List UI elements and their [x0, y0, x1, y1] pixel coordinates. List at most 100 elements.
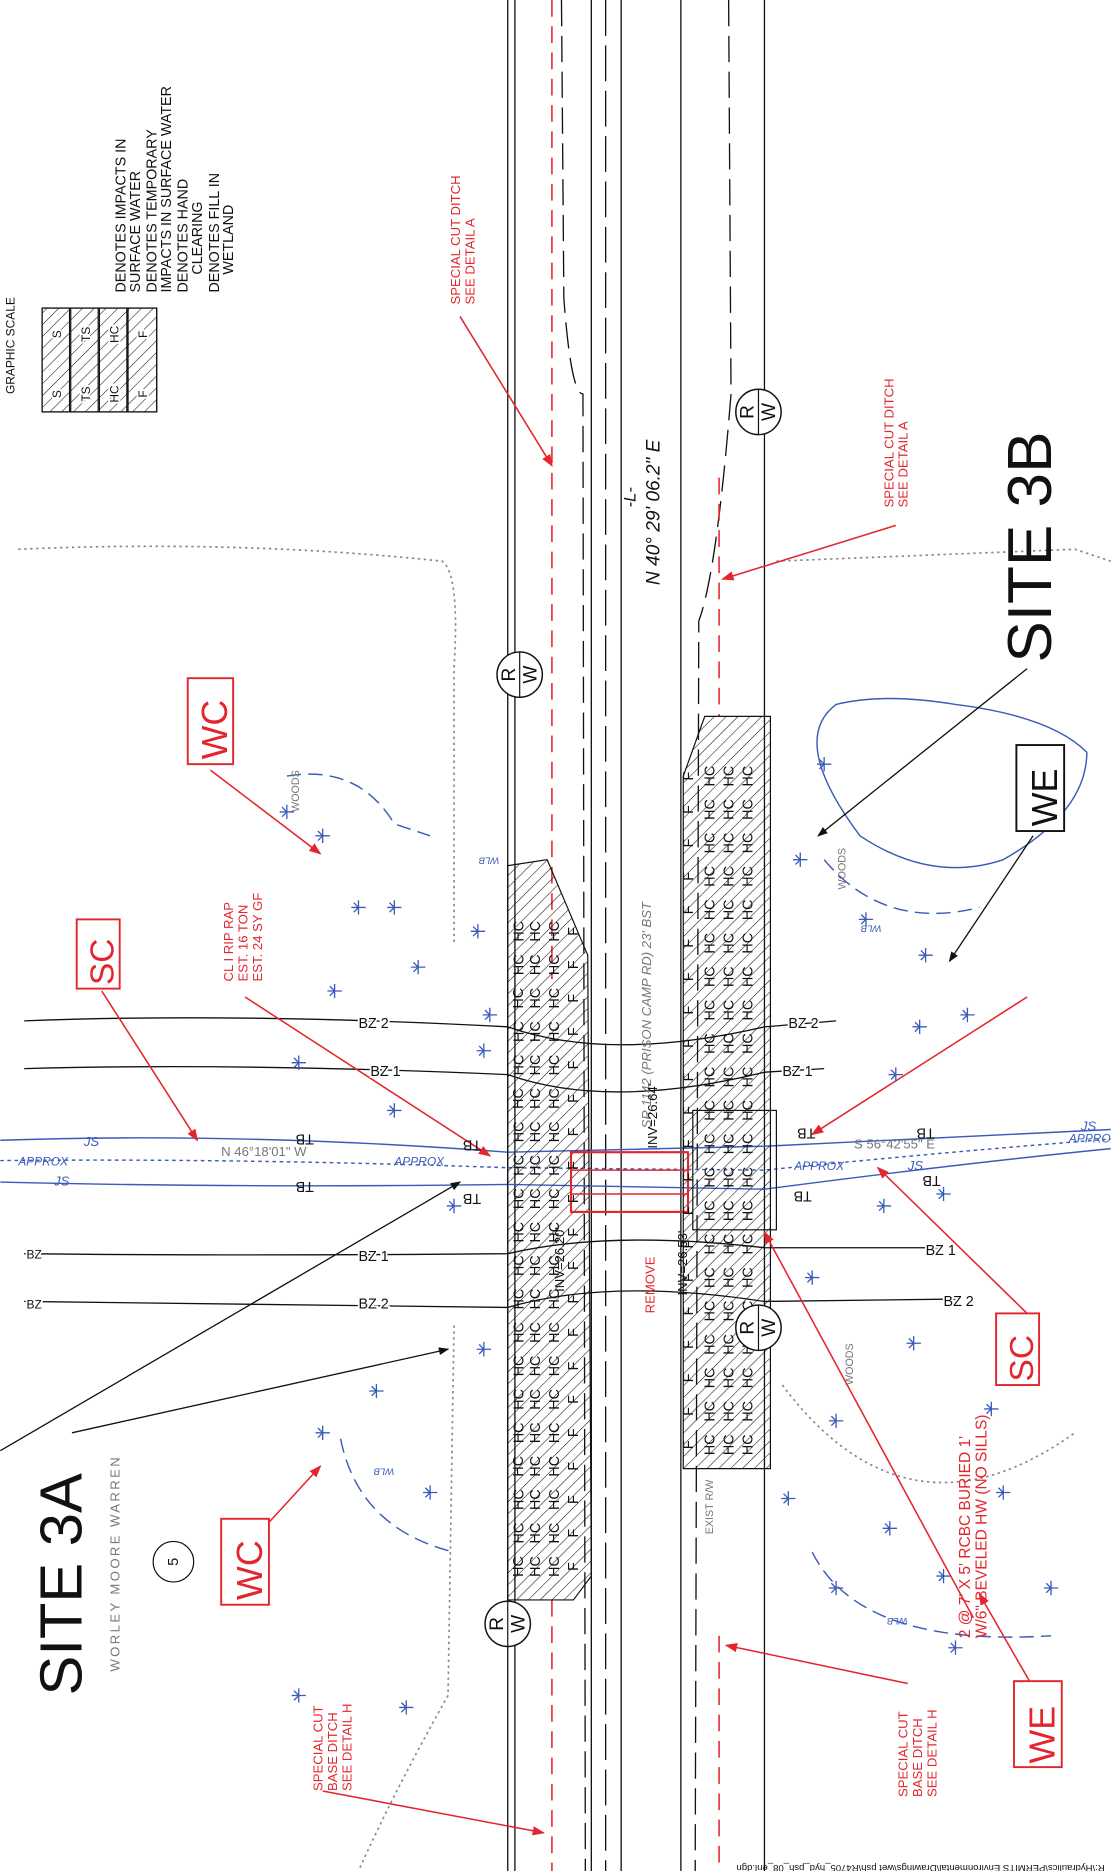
impact-area-label: HC: [702, 1167, 718, 1188]
note: SPECIAL CUT: [896, 1711, 911, 1797]
impact-area-label: HC: [528, 1055, 544, 1076]
note: SPECIAL CUT DITCH: [448, 175, 463, 304]
impact-area-label: HC: [741, 1067, 757, 1088]
impact-area-label: F: [681, 972, 697, 981]
wetland-symbol: [291, 1055, 306, 1070]
impact-area-label: HC: [702, 1368, 718, 1389]
impact-area-label: F: [566, 1094, 582, 1103]
wetland-symbol: [476, 1342, 492, 1357]
parcel-number: 5: [166, 1558, 182, 1566]
impact-area-label: HC: [702, 899, 718, 920]
impact-area-label: HC: [741, 933, 757, 954]
graphic-scale-label: GRAPHIC SCALE: [4, 297, 18, 394]
impact-area-label: HC: [547, 1122, 563, 1143]
impact-area-label: F: [566, 1395, 582, 1404]
top-of-bank-label: TB: [916, 1124, 934, 1140]
stream-approx: APPROX: [793, 1159, 845, 1173]
impact-area-label: HC: [528, 1489, 544, 1510]
legend-code: TS: [79, 327, 93, 342]
wetland-symbol: [912, 1019, 927, 1035]
impact-area-label: F: [681, 1072, 697, 1081]
legend-code: S: [50, 390, 64, 398]
wetland-symbol: [984, 1401, 999, 1417]
impact-area-label: HC: [721, 1067, 737, 1088]
note: REMOVE: [643, 1256, 658, 1313]
stream-label: JS: [53, 1174, 70, 1189]
top-of-bank-label: TB: [296, 1178, 314, 1194]
impact-tag: SC: [1004, 1335, 1041, 1381]
wetland-boundary-label: WLB: [373, 1466, 394, 1477]
impact-area-label: HC: [511, 1456, 527, 1477]
impact-tag: WC: [230, 1540, 270, 1600]
impact-area-label: F: [566, 1261, 582, 1270]
impact-area-label: HC: [721, 1100, 737, 1121]
wetland-symbol: [351, 900, 366, 915]
wetland-symbol: [960, 1007, 975, 1023]
impact-area-label: F: [566, 1495, 582, 1504]
impact-area-label: HC: [721, 1334, 737, 1355]
impact-area-label: HC: [721, 799, 737, 820]
impact-area-label: F: [681, 1106, 697, 1115]
impact-area-label: HC: [702, 933, 718, 954]
impact-area-label: HC: [741, 1200, 757, 1221]
note: W/6" BEVELED HW (NO SILLS): [974, 1415, 991, 1639]
top-of-bank-label: TB: [794, 1188, 812, 1204]
impact-area-label: HC: [741, 799, 757, 820]
impact-area-label: F: [681, 939, 697, 948]
wetland-symbol: [315, 1425, 330, 1440]
buffer-label: BZ 2: [788, 1016, 818, 1032]
impact-area-label: HC: [528, 1523, 544, 1544]
wetland-symbol: [858, 912, 874, 927]
impact-area-label: HC: [528, 1021, 544, 1042]
impact-area-label: F: [681, 905, 697, 914]
impact-area-label: HC: [702, 1033, 718, 1054]
impact-area-label: HC: [511, 1155, 527, 1176]
stream-bearing: N 46°18'01" W: [221, 1144, 307, 1159]
wetland-symbol: [422, 1485, 438, 1500]
impact-area-label: HC: [702, 833, 718, 854]
impact-area-label: HC: [547, 1188, 563, 1209]
wetland-symbol: [816, 756, 832, 772]
wetland-symbol: [476, 1043, 492, 1058]
impact-tag: WE: [1025, 769, 1065, 827]
impact-area-label: HC: [702, 1200, 718, 1221]
impact-area-label: HC: [721, 1167, 737, 1188]
stream-approx: APPROX: [1068, 1132, 1111, 1146]
impact-area-label: HC: [721, 1401, 737, 1422]
impact-area-label: HC: [547, 988, 563, 1009]
wetland-symbol: [882, 1521, 897, 1536]
wetland-symbol: [828, 1413, 844, 1429]
impact-area-label: HC: [721, 1134, 737, 1155]
impact-area-label: HC: [721, 1301, 737, 1322]
impact-area-label: HC: [547, 1422, 563, 1443]
impact-area-label: HC: [511, 1055, 527, 1076]
impact-tag: WE: [1023, 1706, 1063, 1764]
impact-area-label: HC: [741, 1134, 757, 1155]
impact-area-label: HC: [741, 866, 757, 887]
legend-code: F: [136, 331, 150, 338]
wetland-symbol: [793, 852, 808, 867]
impact-area-label: HC: [547, 1088, 563, 1109]
impact-area-label: HC: [721, 899, 737, 920]
impact-area-label: HC: [547, 1222, 563, 1243]
wetland-symbol: [948, 1640, 963, 1655]
file-path: R:\Hydraulics\PERMITS Environmental\Draw…: [736, 1862, 1104, 1871]
impact-area-label: F: [681, 1206, 697, 1215]
right-of-way-label: R: [738, 1321, 759, 1335]
impact-area-label: HC: [702, 799, 718, 820]
buffer-label: BZ 2: [944, 1294, 974, 1310]
wetland-boundary-label: WLB: [478, 854, 499, 865]
impact-area-label: HC: [547, 954, 563, 975]
note: CL I RIP RAP: [221, 902, 236, 982]
impact-area-label: HC: [741, 1434, 757, 1455]
impact-area-label: HC: [511, 1021, 527, 1042]
impact-area-label: HC: [702, 1401, 718, 1422]
impact-area-label: F: [681, 1006, 697, 1015]
top-of-bank-label: TB: [922, 1172, 940, 1188]
stream-approx: APPROX: [393, 1154, 445, 1168]
woods-label: WOODS: [290, 770, 302, 812]
impact-area-label: F: [566, 1328, 582, 1337]
impact-area-label: HC: [741, 766, 757, 787]
note: EST. 24 SY GF: [250, 893, 265, 982]
